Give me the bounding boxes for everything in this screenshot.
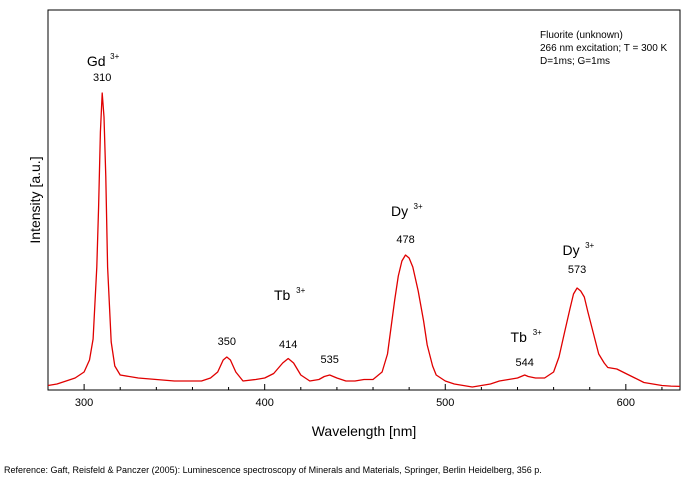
reference-note: Reference: Gaft, Reisfeld & Panczer (200… bbox=[4, 465, 542, 475]
spectrum-line bbox=[47, 92, 681, 388]
peak-label: 350 bbox=[218, 336, 236, 348]
ion-charge: 3+ bbox=[585, 241, 594, 250]
ion-charge: 3+ bbox=[110, 52, 119, 61]
peak-label: 478 bbox=[396, 234, 414, 246]
info-line: D=1ms; G=1ms bbox=[540, 56, 610, 67]
luminescence-chart: 300 400 500 600 310 350 414 535 478 544 573 Gd 3+ Tb… bbox=[27, 9, 681, 439]
peak-label: 310 bbox=[93, 72, 111, 84]
ion-label: Dy bbox=[391, 203, 408, 219]
peak-label: 544 bbox=[516, 357, 534, 369]
plot-frame bbox=[47, 9, 681, 391]
ion-charge: 3+ bbox=[533, 328, 542, 337]
x-tick-label: 500 bbox=[436, 397, 454, 409]
ion-label: Tb bbox=[274, 287, 291, 303]
ion-charge: 3+ bbox=[414, 202, 423, 211]
peak-label: 414 bbox=[279, 339, 297, 351]
x-tick-label: 400 bbox=[256, 397, 274, 409]
ion-label: Dy bbox=[563, 242, 580, 258]
x-tick-label: 300 bbox=[75, 397, 93, 409]
ion-label: Tb bbox=[511, 329, 528, 345]
info-box: Fluorite (unknown) 266 nm excitation; T =… bbox=[540, 30, 668, 67]
x-tick-label: 600 bbox=[617, 397, 635, 409]
peak-label: 535 bbox=[321, 354, 339, 366]
ion-label: Gd bbox=[87, 53, 106, 69]
info-line: 266 nm excitation; T = 300 K bbox=[540, 43, 668, 54]
ion-charge: 3+ bbox=[296, 286, 305, 295]
info-line: Fluorite (unknown) bbox=[540, 30, 623, 41]
y-axis-title: Intensity [a.u.] bbox=[27, 156, 43, 243]
x-axis-title: Wavelength [nm] bbox=[312, 423, 417, 439]
peak-label: 573 bbox=[568, 264, 586, 276]
